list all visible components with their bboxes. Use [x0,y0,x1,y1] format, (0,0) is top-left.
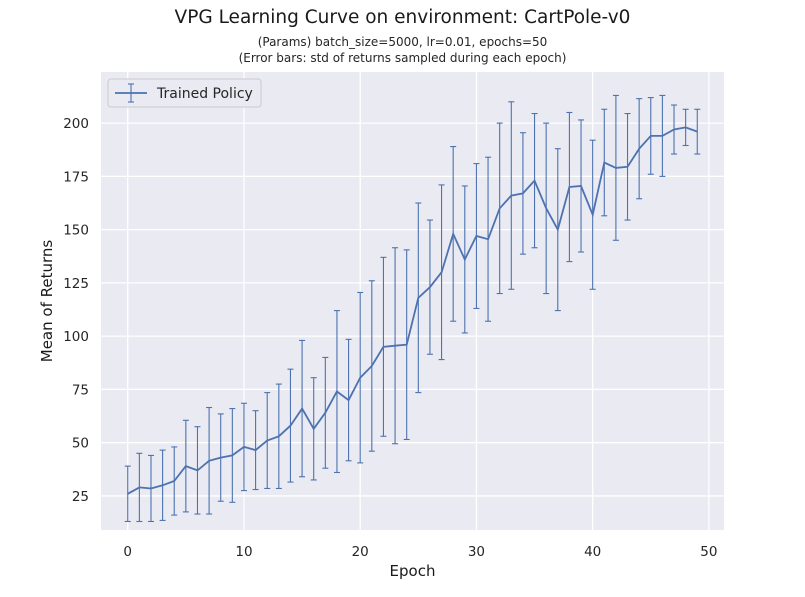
x-axis-label: Epoch [390,562,436,580]
chart-title: VPG Learning Curve on environment: CartP… [174,7,631,28]
legend: Trained Policy [107,78,262,108]
y-tick-label: 200 [63,116,89,132]
y-tick-label: 150 [63,223,89,239]
legend-box [107,78,262,108]
legend-label: Trained Policy [156,86,253,102]
y-tick-label: 25 [72,489,89,505]
y-tick-label: 125 [63,276,89,292]
y-tick-label: 75 [72,382,89,398]
y-axis-ticks: 25 50 75 100 125 150 175 200 [63,116,89,505]
plot-area [101,72,724,530]
y-tick-label: 50 [72,436,89,452]
x-tick-label: 40 [584,544,601,560]
chart-subtitle-errorbars: (Error bars: std of returns sampled duri… [238,51,567,65]
y-axis-label: Mean of Returns [38,240,56,363]
x-axis-ticks: 0 10 20 30 40 50 [123,544,717,560]
y-tick-label: 175 [63,169,89,185]
gridlines [101,72,724,530]
chart-subtitle-params: (Params) batch_size=5000, lr=0.01, epoch… [257,35,548,49]
y-tick-label: 100 [63,329,89,345]
x-tick-label: 30 [468,544,485,560]
x-tick-label: 10 [235,544,252,560]
x-tick-label: 20 [352,544,369,560]
series-line-trained-policy [127,126,698,495]
legend-marker-icon [115,83,147,103]
x-tick-label: 50 [700,544,717,560]
x-tick-label: 0 [123,544,132,560]
